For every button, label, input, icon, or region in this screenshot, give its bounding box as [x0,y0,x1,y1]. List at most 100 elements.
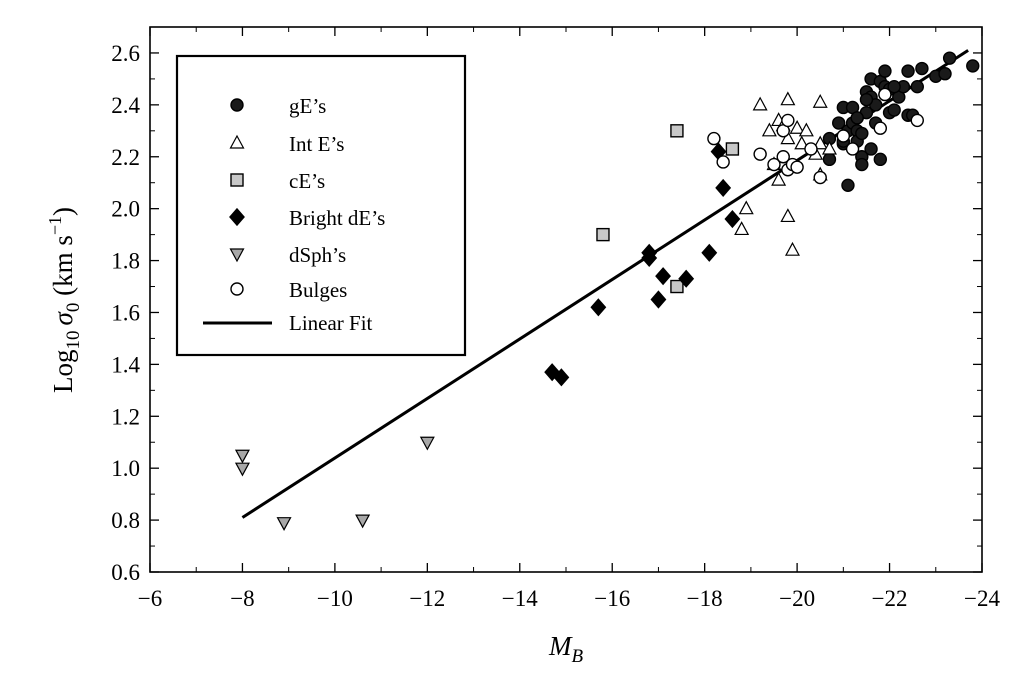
data-point [966,59,980,73]
data-point [813,170,827,185]
y-tick-label: 1.6 [111,300,140,325]
legend-label: Linear Fit [289,311,373,335]
y-tick-label: 1.4 [111,352,140,377]
legend-marker [229,134,245,149]
data-point [650,290,667,309]
data-point [590,298,607,317]
y-tick-label: 1.2 [111,404,140,429]
data-point [715,178,732,197]
legend-label: cE’s [289,169,325,193]
data-point [850,111,864,125]
data-point [753,147,767,161]
y-tick-label: 1.8 [111,249,140,274]
x-tick-label: −18 [687,586,723,611]
data-point [910,79,924,94]
data-point [701,243,718,262]
legend-marker [229,248,245,263]
x-tick-label: −6 [138,586,162,611]
data-point [641,243,658,262]
legend-label: Int E’s [289,132,344,156]
data-point [794,135,810,150]
data-point [812,135,828,150]
legend-marker [230,282,244,296]
data-point [845,142,860,156]
data-point [836,129,851,143]
data-point [855,157,869,172]
series-4 [234,436,435,531]
data-point [855,126,869,141]
data-point [910,113,924,128]
data-point [780,91,796,106]
data-point [901,64,915,78]
y-tick-label: 2.4 [111,93,140,118]
data-point [734,221,750,236]
data-point [419,436,435,451]
y-tick-label: 2.2 [111,145,140,170]
y-axis-title-unit-sup: −1 [45,216,65,235]
data-point [678,269,695,288]
data-point [716,155,730,169]
data-point [789,119,805,134]
data-point [915,61,929,76]
legend-label: Bright dE’s [289,206,385,230]
data-point [670,124,684,138]
x-axis-title-main: M [548,631,573,661]
data-point [234,449,250,464]
y-axis-title-sub: 10 [63,330,84,349]
data-point [822,152,837,167]
data-point [780,130,796,145]
x-tick-label: −12 [409,586,445,611]
data-point [784,241,800,256]
x-tick-label: −14 [502,586,538,611]
data-point [841,178,855,193]
x-tick-label: −22 [872,586,908,611]
x-tick-label: −24 [964,586,1000,611]
x-tick-label: −10 [317,586,353,611]
y-axis-title-prefix: Log [48,349,78,393]
legend-label: Bulges [289,278,347,302]
y-axis-title-unit-open: (km s [48,235,78,303]
y-axis-title: Log10 σ0 (km s−1) [45,207,84,393]
legend-marker [229,207,245,227]
y-tick-label: 0.6 [111,560,140,585]
data-point [878,64,892,78]
data-point [738,200,754,215]
y-tick-label: 0.8 [111,508,140,533]
legend-marker [230,173,244,187]
data-point [812,94,828,108]
data-point [790,160,804,174]
data-point [724,209,741,229]
data-point [276,517,292,531]
data-point [887,103,901,117]
data-point [707,131,721,146]
legend-box [175,54,467,357]
plot-area [234,49,980,531]
data-point [776,150,790,164]
x-tick-label: −20 [779,586,815,611]
axes: −6 −8 −10 −12 −14 −16 −18 −20 −22 −240.60.81.01.2… [45,26,1000,667]
data-point [780,208,796,223]
y-axis-title-sym-sub: 0 [63,303,84,313]
y-tick-label: 2.6 [111,41,140,66]
y-axis-title-sym: σ [48,310,78,325]
data-point [355,514,371,529]
data-point [859,92,874,107]
x-axis-title: MB [548,631,584,667]
data-point [821,140,837,155]
data-point [761,122,777,137]
series-3 [544,142,741,387]
y-tick-label: 2.0 [111,197,140,222]
data-point [878,87,892,102]
data-point [234,462,250,477]
legend: gE’s Int E’s cE’s Bright dE’s dSph’s Bulges Li… [175,54,467,357]
data-point [655,267,671,286]
data-point [938,67,952,81]
y-axis-title-unit-close: ) [48,207,78,216]
data-point [887,79,901,94]
series-5 [707,87,924,185]
data-point [752,96,768,111]
data-point [798,122,814,137]
legend-label: dSph’s [289,243,346,267]
data-point [767,157,781,172]
